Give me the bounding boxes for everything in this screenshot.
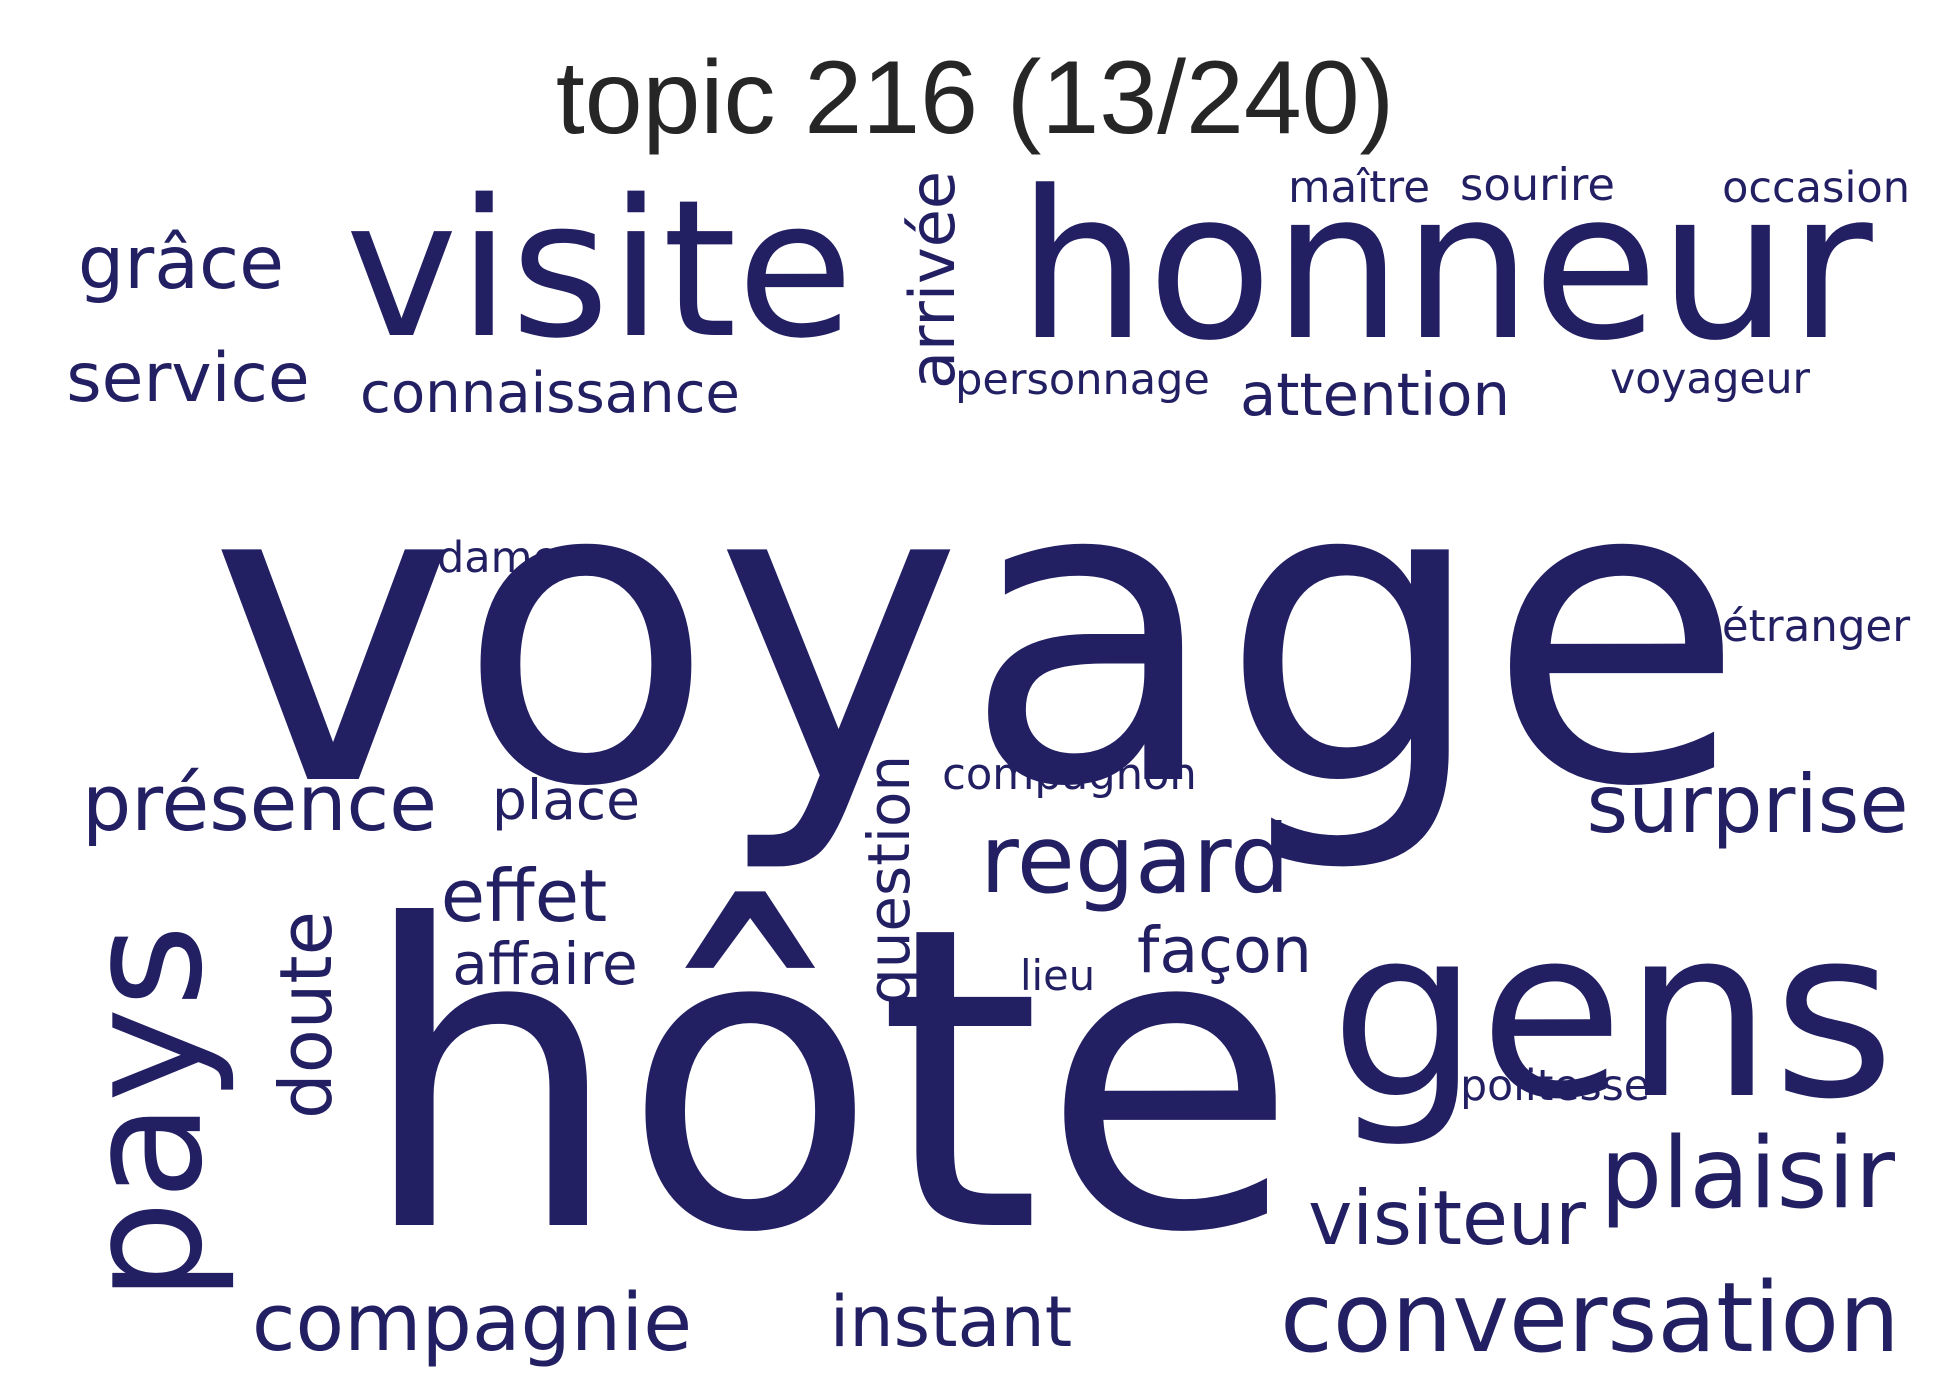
cloud-word: façon [1137, 913, 1312, 988]
cloud-word: personnage [955, 355, 1210, 405]
cloud-word: présence [82, 759, 437, 850]
cloud-word: honneur [1017, 148, 1873, 386]
cloud-word: hôte [358, 839, 1298, 1325]
cloud-word: effet [440, 854, 608, 938]
cloud-word: voyage [208, 390, 1746, 879]
cloud-word: instant [829, 1281, 1073, 1363]
cloud-word: service [66, 339, 310, 418]
cloud-word: politesse [1460, 1062, 1650, 1112]
cloud-word: étranger [1721, 602, 1911, 653]
cloud-word: visiteur [1308, 1174, 1586, 1262]
cloud-word: plaisir [1600, 1117, 1895, 1231]
cloud-word: dame [437, 533, 559, 583]
cloud-word: question [854, 754, 923, 1006]
cloud-word: doute [263, 911, 348, 1119]
cloud-word: attention [1240, 360, 1510, 430]
cloud-word: occasion [1722, 162, 1910, 213]
cloud-word: lieu [1020, 950, 1096, 1000]
cloud-word: surprise [1586, 758, 1909, 851]
cloud-word: compagnie [251, 1275, 693, 1369]
cloud-word: gens [1330, 877, 1895, 1151]
cloud-word: conversation [1280, 1261, 1900, 1374]
cloud-word: compagnon [942, 749, 1197, 800]
cloud-word: sourire [1460, 158, 1615, 212]
cloud-word: maître [1288, 162, 1430, 213]
cloud-word: voyageur [1610, 355, 1810, 405]
cloud-word: regard [980, 804, 1290, 915]
cloud-word: visite [345, 159, 854, 380]
cloud-word: grâce [77, 221, 285, 306]
chart-title: topic 216 (13/240) [555, 40, 1395, 156]
cloud-word: affaire [452, 930, 638, 998]
cloud-word: pays [51, 924, 239, 1302]
cloud-word: connaissance [360, 361, 740, 426]
cloud-word: place [492, 767, 640, 832]
